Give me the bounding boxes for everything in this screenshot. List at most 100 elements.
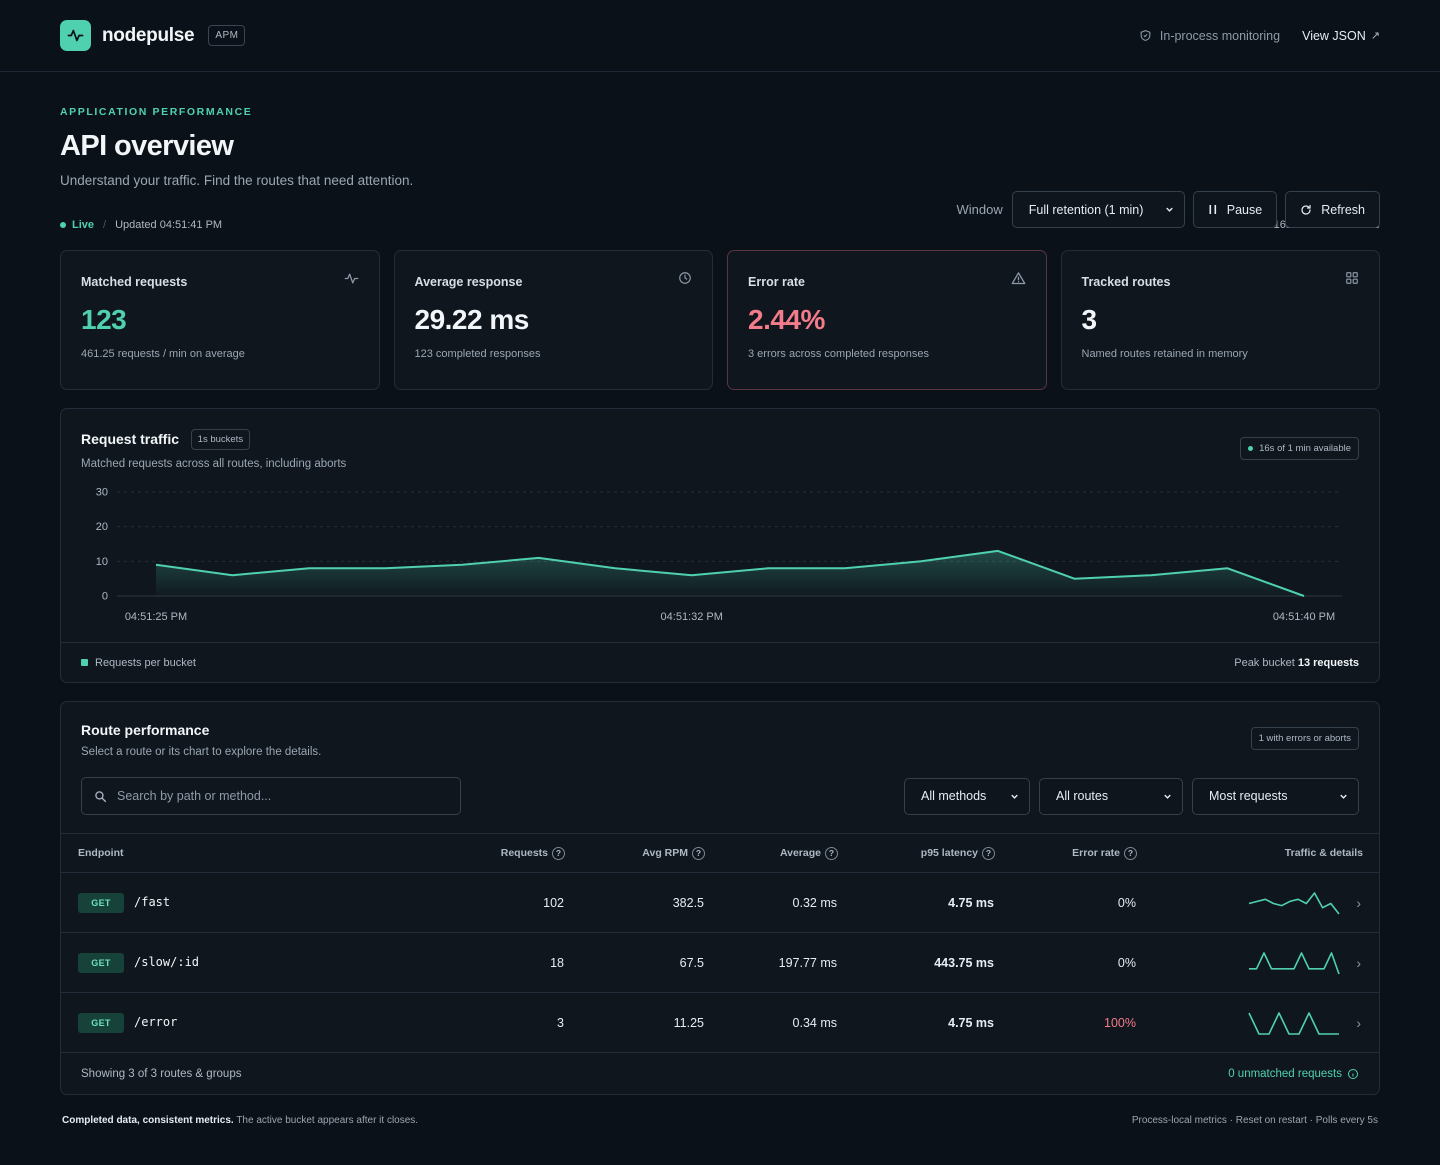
chevron-right-icon[interactable]: ›: [1356, 954, 1361, 971]
window-label: Window: [956, 202, 1003, 217]
table-header-row: Endpoint Requests? Avg RPM? Average? p95…: [61, 833, 1379, 873]
help-icon[interactable]: ?: [1124, 846, 1137, 860]
shield-check-icon: [1140, 30, 1151, 41]
method-badge: GET: [78, 952, 124, 973]
external-link-icon: ↗: [1370, 30, 1380, 42]
endpoint-cell[interactable]: GET/error: [61, 992, 461, 1053]
help-icon[interactable]: ?: [692, 846, 705, 860]
view-json-link[interactable]: View JSON ↗: [1302, 29, 1380, 43]
unmatched-label: 0 unmatched requests: [1228, 1067, 1342, 1080]
card-sub: 123 completed responses: [414, 348, 541, 360]
chevron-down-icon: [1340, 794, 1347, 799]
col-endpoint[interactable]: Endpoint: [61, 833, 461, 873]
help-icon[interactable]: ?: [552, 846, 565, 860]
col-average[interactable]: Average?: [705, 833, 838, 873]
live-label: Live: [72, 219, 95, 231]
status-separator: /: [103, 219, 107, 231]
table-row[interactable]: GET/slow/:id 18 67.5 197.77 ms 443.75 ms 0% ›: [61, 932, 1379, 993]
footer-note: Completed data, consistent metrics. The …: [62, 1115, 419, 1126]
monitoring-label: In-process monitoring: [1159, 28, 1281, 43]
request-traffic-panel: Request traffic 1s buckets Matched reque…: [60, 408, 1380, 683]
col-avg-rpm[interactable]: Avg RPM?: [565, 833, 705, 873]
y-tick-label: 10: [96, 556, 108, 568]
chevron-down-icon: [1166, 207, 1173, 212]
search-input[interactable]: Search by path or method...: [81, 777, 461, 815]
page-title: API overview: [60, 130, 234, 162]
col-p95[interactable]: p95 latency?: [838, 833, 995, 873]
logo-icon[interactable]: [60, 20, 91, 51]
col-traffic-details: Traffic & details: [1137, 833, 1379, 873]
error-rate-cell: 100%: [995, 992, 1137, 1053]
sparkline[interactable]: [1248, 950, 1341, 976]
monitoring-status: In-process monitoring: [1139, 29, 1280, 43]
x-tick-label: 04:51:40 PM: [1273, 611, 1335, 623]
chevron-down-icon: [1011, 794, 1018, 799]
chevron-right-icon[interactable]: ›: [1356, 1014, 1361, 1031]
sparkline-line: [1248, 1011, 1340, 1035]
card-label: Tracked routes: [1081, 275, 1171, 289]
traffic-line: [155, 549, 1305, 597]
peak-label: Peak bucket: [1234, 656, 1295, 669]
matched-requests-card: Matched requests 123 461.25 requests / m…: [60, 250, 380, 390]
refresh-button[interactable]: Refresh: [1285, 191, 1380, 228]
live-dot: [60, 222, 66, 228]
sparkline-line: [1249, 891, 1340, 914]
table-row[interactable]: GET/fast 102 382.5 0.32 ms 4.75 ms 0% ›: [61, 872, 1379, 933]
average-cell: 0.32 ms: [705, 872, 838, 933]
rpm-cell: 382.5: [565, 872, 705, 933]
x-tick-label: 04:51:32 PM: [661, 611, 723, 623]
help-icon[interactable]: ?: [825, 846, 838, 860]
sort-select[interactable]: Most requests: [1192, 777, 1359, 815]
chevron-down-icon: [1164, 794, 1171, 799]
view-json-label: View JSON: [1302, 28, 1366, 43]
table-row[interactable]: GET/error 3 11.25 0.34 ms 4.75 ms 100% ›: [61, 992, 1379, 1053]
card-sub: Named routes retained in memory: [1081, 348, 1248, 360]
endpoint-cell[interactable]: GET/slow/:id: [61, 932, 461, 993]
card-value: 123: [81, 304, 127, 335]
average-response-card: Average response 29.22 ms 123 completed …: [393, 250, 713, 390]
pause-icon: [1209, 205, 1216, 214]
sparkline[interactable]: [1248, 890, 1340, 916]
pause-button[interactable]: Pause: [1192, 191, 1278, 228]
rpm-cell: 67.5: [565, 932, 705, 993]
method-badge: GET: [78, 1012, 124, 1033]
traffic-cell[interactable]: ›: [1137, 992, 1379, 1053]
x-tick-label: 04:51:25 PM: [125, 611, 187, 623]
stat-cards: Matched requests 123 461.25 requests / m…: [60, 250, 1380, 390]
brand-name[interactable]: nodepulse: [102, 24, 195, 46]
y-tick-label: 20: [96, 521, 108, 533]
availability-dot: [1248, 446, 1254, 451]
traffic-cell[interactable]: ›: [1137, 932, 1379, 993]
method-filter-select[interactable]: All methods: [904, 777, 1030, 815]
sparkline[interactable]: [1248, 1010, 1340, 1036]
errors-pill: 1 with errors or aborts: [1250, 727, 1359, 750]
method-badge: GET: [78, 892, 124, 913]
page-eyebrow: APPLICATION PERFORMANCE: [60, 106, 253, 118]
route-performance-panel: Route performance Select a route or its …: [60, 701, 1380, 1095]
showing-count: Showing 3 of 3 routes & groups: [81, 1067, 242, 1080]
traffic-chart[interactable]: 0 10 20 30 04:51:25 PM 04:51:32 PM 04:51:40 PM: [61, 470, 1379, 642]
routes-subtitle: Select a route or its chart to explore t…: [81, 746, 322, 758]
method-filter-value: All methods: [921, 789, 987, 803]
grid-icon: [1346, 272, 1358, 284]
traffic-legend: Requests per bucket Peak bucket 13 reque…: [61, 642, 1379, 682]
chevron-right-icon[interactable]: ›: [1356, 894, 1361, 911]
average-cell: 197.77 ms: [705, 932, 838, 993]
unmatched-link[interactable]: 0 unmatched requests: [1228, 1068, 1359, 1080]
route-filter-value: All routes: [1056, 789, 1109, 803]
traffic-cell[interactable]: ›: [1137, 872, 1379, 933]
peak-bucket: Peak bucket 13 requests: [1234, 657, 1359, 669]
help-icon[interactable]: ?: [982, 846, 995, 860]
y-tick-label: 0: [102, 591, 108, 603]
route-filter-select[interactable]: All routes: [1039, 777, 1183, 815]
col-error-rate[interactable]: Error rate?: [995, 833, 1137, 873]
apm-badge: APM: [208, 25, 246, 46]
endpoint-cell[interactable]: GET/fast: [61, 872, 461, 933]
traffic-availability-pill: 16s of 1 min available: [1240, 437, 1359, 460]
table-footer: Showing 3 of 3 routes & groups 0 unmatch…: [61, 1053, 1379, 1094]
col-requests[interactable]: Requests?: [461, 833, 565, 873]
requests-cell: 102: [461, 872, 565, 933]
window-select[interactable]: Full retention (1 min): [1011, 191, 1185, 228]
error-rate-cell: 0%: [995, 872, 1137, 933]
error-rate-card: Error rate 2.44% 3 errors across complet…: [727, 250, 1047, 390]
